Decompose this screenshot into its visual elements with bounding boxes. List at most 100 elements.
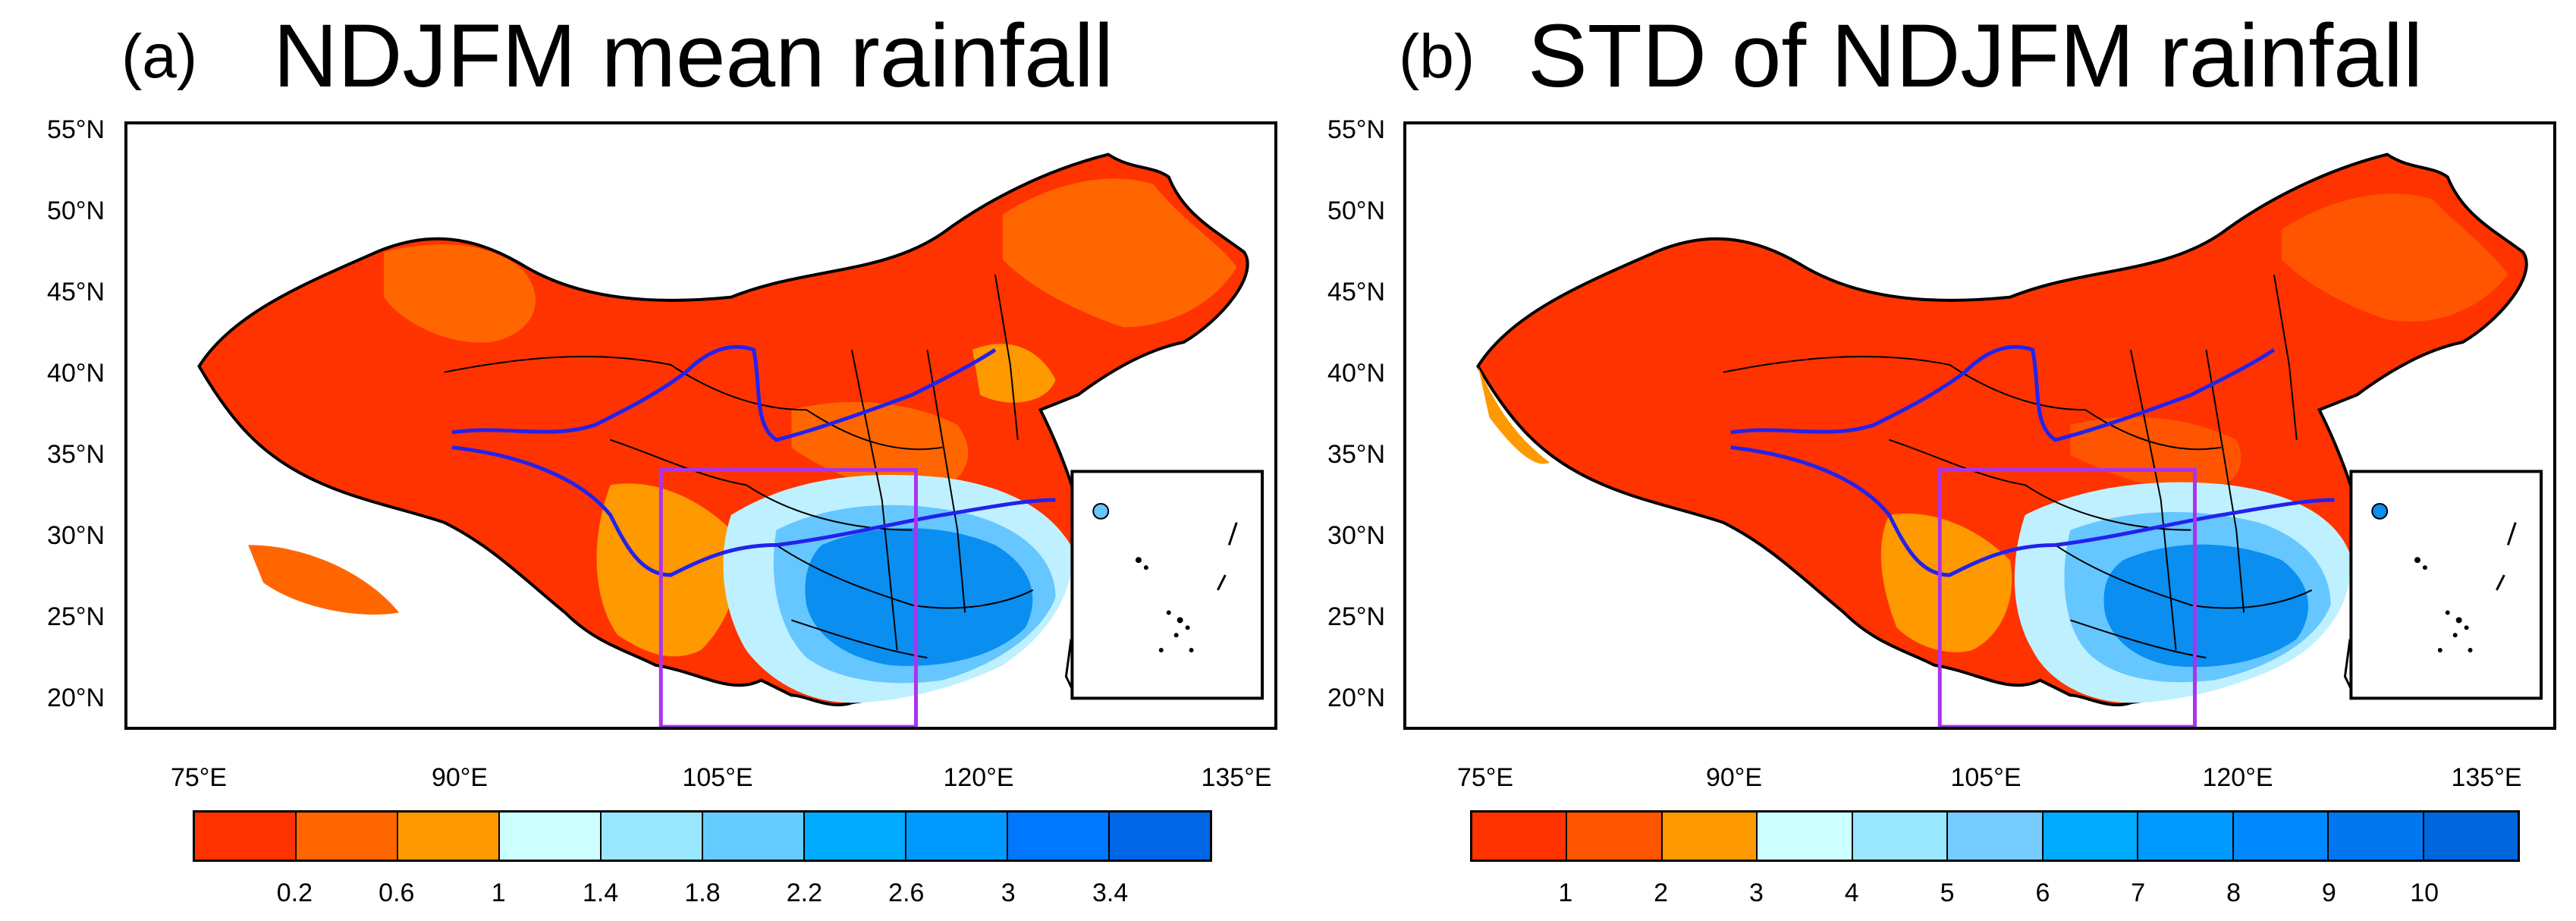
lon-label: 120°E xyxy=(943,763,1014,792)
colorbar-tick-label: 0.6 xyxy=(379,879,415,907)
lat-label: 20°N xyxy=(47,684,105,712)
lat-label: 35°N xyxy=(47,440,105,469)
panel-title: NDJFM mean rainfall xyxy=(273,6,1114,106)
colorbar-tick-label: 3.4 xyxy=(1092,879,1129,907)
lat-label: 55°N xyxy=(47,115,105,144)
colorbar-swatch xyxy=(297,813,398,860)
semi-dry-region xyxy=(2281,193,2508,322)
lon-label: 135°E xyxy=(1201,763,1272,792)
colorbar-swatch xyxy=(703,813,805,860)
inset-islands xyxy=(1092,502,1238,652)
lon-label: 105°E xyxy=(1950,763,2022,792)
colorbar-swatch xyxy=(2043,813,2139,860)
colorbar-tick-label: 10 xyxy=(2410,879,2439,907)
colorbar-tick-label: 5 xyxy=(1940,879,1955,907)
colorbar-tick-label: 0.2 xyxy=(276,879,313,907)
colorbar-swatch xyxy=(195,813,297,860)
colorbar-swatch xyxy=(2233,813,2329,860)
colorbar-swatch xyxy=(1852,813,1949,860)
colorbar-swatch xyxy=(2424,813,2518,860)
std-rainfall-map xyxy=(1476,152,2543,727)
colorbar-tick-label: 1 xyxy=(1558,879,1573,907)
colorbar-swatch xyxy=(500,813,602,860)
lat-label: 45°N xyxy=(47,278,105,306)
lon-label: 90°E xyxy=(1705,763,1763,792)
lat-label: 50°N xyxy=(47,196,105,225)
colorbar-tick-label: 8 xyxy=(2226,879,2241,907)
wet-region-high xyxy=(805,528,1033,666)
colorbar-tick-label: 3 xyxy=(1001,879,1016,907)
lon-label: 120°E xyxy=(2202,763,2273,792)
colorbar-swatch xyxy=(602,813,703,860)
study-area-box xyxy=(658,467,918,727)
lat-label: 25°N xyxy=(1327,602,1385,631)
lon-label: 75°E xyxy=(170,763,228,792)
semi-dry-region xyxy=(248,545,400,615)
moderate-region xyxy=(972,344,1056,403)
lat-label: 35°N xyxy=(1327,440,1385,469)
colorbar-swatch xyxy=(1472,813,1568,860)
wet-region-high xyxy=(2103,544,2308,668)
colorbar xyxy=(193,810,1212,862)
colorbar-swatch xyxy=(2138,813,2234,860)
panel-letter: (a) xyxy=(121,22,198,91)
colorbar-tick-label: 1.8 xyxy=(684,879,721,907)
rivers xyxy=(1730,344,2335,577)
lat-label: 50°N xyxy=(1327,196,1385,225)
colorbar-tick-label: 6 xyxy=(2035,879,2050,907)
colorbar-tick-label: 7 xyxy=(2131,879,2146,907)
moderate-region xyxy=(596,483,737,657)
lon-label: 75°E xyxy=(1456,763,1514,792)
panel-title: STD of NDJFM rainfall xyxy=(1528,6,2424,106)
colorbar-tick-label: 2.2 xyxy=(786,879,823,907)
lon-label: 105°E xyxy=(682,763,753,792)
lat-label: 30°N xyxy=(47,521,105,550)
map-frame xyxy=(1403,121,2556,730)
lat-label: 55°N xyxy=(1327,115,1385,144)
panel-b: (b) STD of NDJFM rainfall 55°N 50°N 45°N… xyxy=(1288,0,2576,921)
colorbar-tick-label: 2.6 xyxy=(888,879,925,907)
moderate-region xyxy=(1880,513,2012,652)
lat-label: 30°N xyxy=(1327,521,1385,550)
semi-dry-region xyxy=(384,244,536,343)
lat-label: 45°N xyxy=(1327,278,1385,306)
yellow-river xyxy=(1730,344,2276,442)
colorbar-tick-label: 9 xyxy=(2321,879,2336,907)
colorbar-swatch xyxy=(1948,813,2044,860)
yangtze-river xyxy=(451,445,1056,577)
province-boundaries xyxy=(1723,274,2313,659)
lat-label: 40°N xyxy=(1327,359,1385,388)
lat-label: 40°N xyxy=(47,359,105,388)
colorbar-tick-label: 4 xyxy=(1844,879,1859,907)
colorbar-tick-label: 1 xyxy=(491,879,506,907)
study-area-box xyxy=(1937,467,2197,727)
province-boundaries xyxy=(444,274,1034,659)
colorbar-tick-label: 1.4 xyxy=(582,879,619,907)
lon-label: 90°E xyxy=(431,763,488,792)
colorbar xyxy=(1470,810,2520,862)
rainfall-map xyxy=(197,152,1264,727)
semi-dry-region xyxy=(1002,178,1237,328)
rivers xyxy=(451,344,1056,577)
lat-label: 20°N xyxy=(1327,684,1385,712)
panel-letter: (b) xyxy=(1399,22,1475,91)
colorbar-swatch xyxy=(1110,813,1210,860)
colorbar-swatch xyxy=(2329,813,2424,860)
colorbar-tick-label: 3 xyxy=(1748,879,1764,907)
lon-label: 135°E xyxy=(2451,763,2522,792)
semi-dry-region xyxy=(2070,416,2241,493)
colorbar-swatch xyxy=(398,813,500,860)
inset-islands xyxy=(2371,502,2517,652)
colorbar-swatch xyxy=(1008,813,1110,860)
colorbar-swatch xyxy=(1758,813,1853,860)
colorbar-swatch xyxy=(1662,813,1758,860)
lat-label: 25°N xyxy=(47,602,105,631)
moderate-region xyxy=(1478,366,1550,464)
panel-a: (a) NDJFM mean rainfall 55°N 50°N 45°N 4… xyxy=(47,6,1277,907)
colorbar-swatch xyxy=(1567,813,1663,860)
colorbar-tick-label: 2 xyxy=(1654,879,1669,907)
yellow-river xyxy=(451,344,997,442)
colorbar-swatch xyxy=(906,813,1008,860)
yangtze-river xyxy=(1730,445,2335,577)
map-frame xyxy=(124,121,1277,730)
